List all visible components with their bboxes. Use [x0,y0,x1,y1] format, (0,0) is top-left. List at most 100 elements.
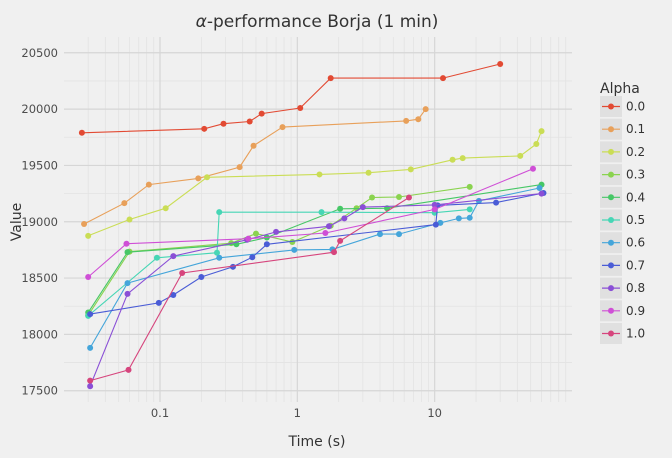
data-point [365,169,372,176]
y-tick-label: 18500 [21,271,58,285]
data-point [85,232,92,239]
legend-key-marker [608,217,614,223]
data-point [85,273,92,280]
data-point [431,206,438,213]
legend-key-marker [608,262,614,269]
legend-label: 0.0 [626,100,645,114]
x-tick-label: 0.1 [151,406,169,420]
data-point [198,273,205,280]
data-point [121,200,128,207]
data-point [162,205,169,212]
data-point [87,344,94,351]
series-line [89,187,540,349]
series-group [78,61,547,390]
x-axis-title: Time (s) [288,434,346,450]
data-point [124,280,131,287]
data-point [297,104,304,111]
data-point [337,237,344,244]
y-tick-label: 20000 [21,102,58,116]
legend-item: 0.0 [600,96,645,117]
series-line [87,168,534,278]
data-point [536,184,543,191]
x-tick-label: 10 [427,406,442,420]
data-point [124,290,131,297]
legend-key-marker [608,307,614,314]
data-point [125,366,132,373]
legend-label: 0.1 [626,122,645,136]
data-point [431,201,438,208]
series-0.6 [87,184,543,351]
legend-key-marker [608,171,614,178]
legend-label: 0.6 [626,236,645,250]
data-point [179,270,186,277]
data-point [497,61,504,68]
data-point [236,164,243,171]
legend-key-marker [608,103,614,110]
data-point [316,171,323,178]
data-point [273,228,280,235]
data-point [538,128,545,135]
data-point [449,156,456,163]
data-point [81,221,88,228]
data-point [359,204,366,211]
legend-key-marker [608,194,614,201]
legend-item: 0.8 [600,277,645,299]
y-axis-title: Value [9,203,25,241]
legend-item: 0.9 [600,300,645,322]
legend-label: 0.8 [626,281,645,295]
data-point [252,230,259,237]
series-1.0 [87,194,412,384]
data-point [377,231,384,238]
legend: Alpha 0.0 0.1 0.2 0.3 0.4 0.5 0.6 0.7 0.8 0.9 1.0 [600,81,645,344]
data-point [437,219,444,226]
data-point [432,221,439,228]
data-point [204,174,211,181]
data-point [123,240,130,247]
data-point [331,249,338,256]
y-tick-label: 17500 [21,384,58,398]
legend-label: 0.3 [626,168,645,182]
data-point [279,124,286,131]
data-point [422,106,429,113]
legend-key-marker [608,239,614,246]
data-point [318,209,325,216]
series-0.0 [78,61,504,136]
y-tick-label: 19500 [21,158,58,172]
series-line [83,108,427,225]
legend-label: 0.5 [626,213,645,227]
tick-labels: 0.1 1 10 17500 18000 18500 19000 19500 20000 2050… [21,46,442,420]
y-tick-label: 18000 [21,327,58,341]
data-point [258,110,265,117]
data-point [529,165,536,172]
legend-key-marker [608,330,614,337]
data-point [170,291,177,298]
data-point [213,249,220,256]
data-point [475,197,482,204]
data-point [291,246,298,253]
data-point [87,383,94,390]
data-point [341,215,348,222]
chart-title: α-performance Borja (1 min) [196,12,439,32]
series-line [89,193,542,387]
legend-key-marker [608,285,614,292]
legend-item: 0.7 [600,254,645,276]
data-point [517,152,524,159]
data-point [87,311,94,318]
legend-key-marker [608,126,614,133]
legend-label: 0.4 [626,190,645,204]
x-tick-label: 1 [294,406,301,420]
data-point [455,215,462,222]
data-point [263,241,270,248]
data-point [250,142,257,149]
data-point [466,206,473,213]
legend-label: 0.7 [626,258,645,272]
legend-item: 0.1 [600,118,645,140]
data-point [87,377,94,384]
series-0.2 [85,128,545,239]
data-point [246,118,253,125]
data-point [538,190,545,197]
data-point [415,116,422,123]
legend-item: 1.0 [600,323,645,344]
